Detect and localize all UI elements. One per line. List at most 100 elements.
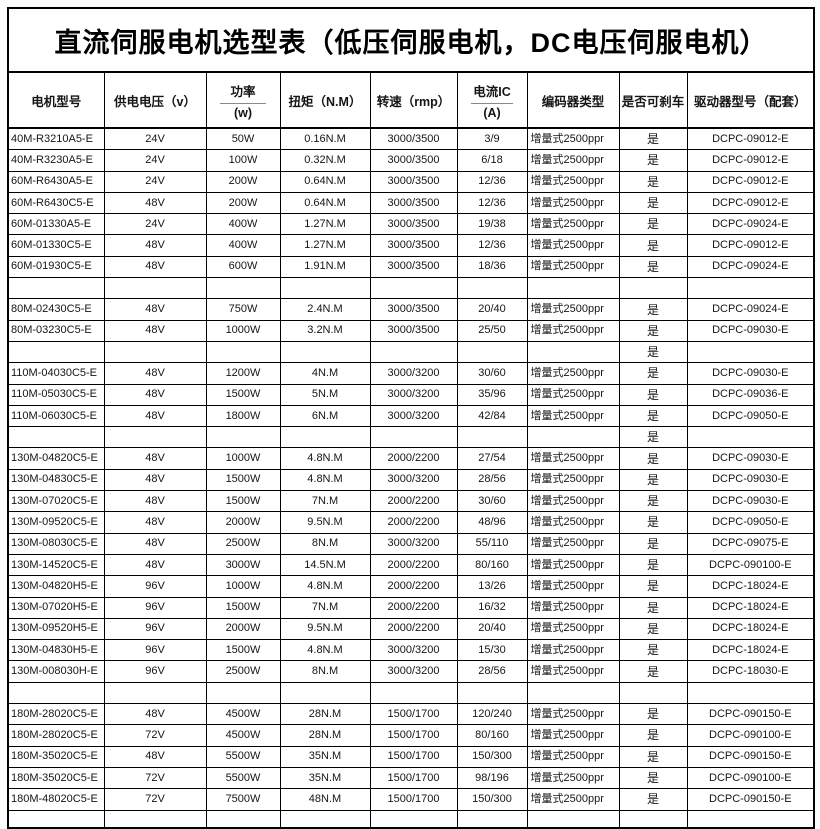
table-cell: 20/40 bbox=[456, 617, 528, 641]
table-cell: DCPC-09050-E bbox=[686, 404, 815, 428]
table-row: 130M-14520C5-E 48V 3000W 14.5N.M 2000/2200 80… bbox=[7, 553, 815, 577]
table-cell: 130M-08030C5-E bbox=[7, 532, 105, 555]
column-header-3: 功率 (w) bbox=[205, 71, 281, 129]
table-cell: 28N.M bbox=[279, 724, 371, 747]
table-cell: 增量式2500ppr bbox=[526, 127, 620, 151]
table-cell: 110M-04030C5-E bbox=[7, 362, 105, 385]
table-row: 130M-09520C5-E 48V 2000W 9.5N.M 2000/2200 48/… bbox=[7, 511, 815, 534]
table-cell: 35/96 bbox=[456, 383, 528, 406]
column-header-7: 编码器类型 bbox=[526, 71, 620, 129]
table-cell: 是 bbox=[618, 255, 688, 279]
table-cell: DCPC-09036-E bbox=[686, 383, 815, 406]
table-cell: 60M-01330C5-E bbox=[7, 234, 105, 257]
table-cell: 96V bbox=[103, 660, 207, 683]
table-cell: 增量式2500ppr bbox=[526, 404, 620, 428]
table-cell bbox=[205, 340, 281, 364]
table-cell: 80/160 bbox=[456, 724, 528, 747]
table-cell: 27/54 bbox=[456, 447, 528, 470]
table-cell bbox=[103, 340, 207, 364]
table-cell: 130M-04820C5-E bbox=[7, 447, 105, 470]
table-row: 130M-04830C5-E 48V 1500W 4.8N.M 3000/3200 28/… bbox=[7, 468, 815, 492]
table-cell: 3000/3200 bbox=[369, 660, 458, 683]
table-cell: 80/160 bbox=[456, 553, 528, 577]
table-cell bbox=[103, 809, 207, 828]
table-cell bbox=[369, 340, 458, 364]
table-cell: 是 bbox=[618, 340, 688, 364]
table-cell: 增量式2500ppr bbox=[526, 191, 620, 215]
table-cell: 48V bbox=[103, 362, 207, 385]
table-cell bbox=[456, 809, 528, 828]
table-row: 130M-04830H5-E 96V 1500W 4.8N.M 3000/3200 15/… bbox=[7, 639, 815, 662]
table-cell: 1200W bbox=[205, 362, 281, 385]
table-cell: 3000/3200 bbox=[369, 362, 458, 385]
table-cell: 2000/2200 bbox=[369, 596, 458, 619]
table-cell: DCPC-090100-E bbox=[686, 766, 815, 790]
column-header-label: 电流IC bbox=[473, 84, 511, 99]
table-cell: 24V bbox=[103, 213, 207, 236]
table-cell: 16/32 bbox=[456, 596, 528, 619]
table-cell: 7N.M bbox=[279, 596, 371, 619]
table-cell bbox=[526, 809, 620, 828]
table-row: 130M-008030H-E 96V 2500W 8N.M 3000/3200 28/56… bbox=[7, 660, 815, 683]
table-cell: 是 bbox=[618, 191, 688, 215]
table-cell bbox=[279, 426, 371, 449]
table-cell: 5N.M bbox=[279, 383, 371, 406]
table-cell: 1800W bbox=[205, 404, 281, 428]
table-cell: 是 bbox=[618, 404, 688, 428]
table-cell: 4.8N.M bbox=[279, 639, 371, 662]
table-cell: 2500W bbox=[205, 532, 281, 555]
column-header-8: 是否可刹车 bbox=[618, 71, 688, 129]
table-cell: 28/56 bbox=[456, 660, 528, 683]
table-row: 110M-05030C5-E 48V 1500W 5N.M 3000/3200 35/96… bbox=[7, 383, 815, 406]
table-cell: 20/40 bbox=[456, 298, 528, 321]
table-cell bbox=[205, 809, 281, 828]
table-cell: 0.64N.M bbox=[279, 191, 371, 215]
table-cell: DCPC-18024-E bbox=[686, 575, 815, 598]
table-cell bbox=[205, 426, 281, 449]
table-cell: 1500/1700 bbox=[369, 788, 458, 811]
table-cell bbox=[618, 809, 688, 828]
table-cell bbox=[103, 681, 207, 705]
table-cell: 40M-R3230A5-E bbox=[7, 149, 105, 172]
table-cell: 28/56 bbox=[456, 468, 528, 492]
table-cell: 30/60 bbox=[456, 490, 528, 513]
column-header-unit: (w) bbox=[220, 102, 266, 120]
table-cell: 是 bbox=[618, 596, 688, 619]
table-row: 40M-R3210A5-E 24V 50W 0.16N.M 3000/3500 3/9 增量… bbox=[7, 127, 815, 151]
table-row: 是 bbox=[7, 340, 815, 364]
table-cell: 18/36 bbox=[456, 255, 528, 279]
motor-selection-sheet: 直流伺服电机选型表（低压伺服电机，DC电压伺服电机） 电机型号 供电电压（v） 功率… bbox=[7, 7, 816, 829]
table-cell: 1500W bbox=[205, 639, 281, 662]
table-cell: 增量式2500ppr bbox=[526, 724, 620, 747]
table-cell: 3000/3200 bbox=[369, 383, 458, 406]
table-cell bbox=[456, 340, 528, 364]
table-cell: DCPC-09050-E bbox=[686, 511, 815, 534]
table-cell: 增量式2500ppr bbox=[526, 660, 620, 683]
table-cell: 增量式2500ppr bbox=[526, 213, 620, 236]
table-cell: 是 bbox=[618, 468, 688, 492]
table-cell: DCPC-09012-E bbox=[686, 149, 815, 172]
table-cell: DCPC-09030-E bbox=[686, 319, 815, 342]
table-cell: DCPC-18030-E bbox=[686, 660, 815, 683]
table-cell: 110M-06030C5-E bbox=[7, 404, 105, 428]
table-cell: 3000/3200 bbox=[369, 468, 458, 492]
page-title: 直流伺服电机选型表（低压伺服电机，DC电压伺服电机） bbox=[7, 7, 815, 73]
table-cell: 600W bbox=[205, 255, 281, 279]
table-cell: 7500W bbox=[205, 788, 281, 811]
table-row: 180M-28020C5-E 48V 4500W 28N.M 1500/1700 120/… bbox=[7, 703, 815, 726]
table-row: 180M-35020C5-E 72V 5500W 35N.M 1500/1700 98/1… bbox=[7, 766, 815, 790]
table-cell bbox=[369, 681, 458, 705]
table-cell: 3000/3500 bbox=[369, 255, 458, 279]
table-cell: 15/30 bbox=[456, 639, 528, 662]
table-cell: 96V bbox=[103, 639, 207, 662]
table-row: 110M-04030C5-E 48V 1200W 4N.M 3000/3200 30/60… bbox=[7, 362, 815, 385]
table-cell: 5500W bbox=[205, 745, 281, 768]
table-cell: 5500W bbox=[205, 766, 281, 790]
table-cell: 8N.M bbox=[279, 660, 371, 683]
table-cell: 60M-01330A5-E bbox=[7, 213, 105, 236]
table-cell: 增量式2500ppr bbox=[526, 170, 620, 193]
table-cell: 4500W bbox=[205, 703, 281, 726]
table-row: 130M-07020C5-E 48V 1500W 7N.M 2000/2200 30/60… bbox=[7, 490, 815, 513]
table-row: 110M-06030C5-E 48V 1800W 6N.M 3000/3200 42/84… bbox=[7, 404, 815, 428]
table-cell: 48V bbox=[103, 511, 207, 534]
